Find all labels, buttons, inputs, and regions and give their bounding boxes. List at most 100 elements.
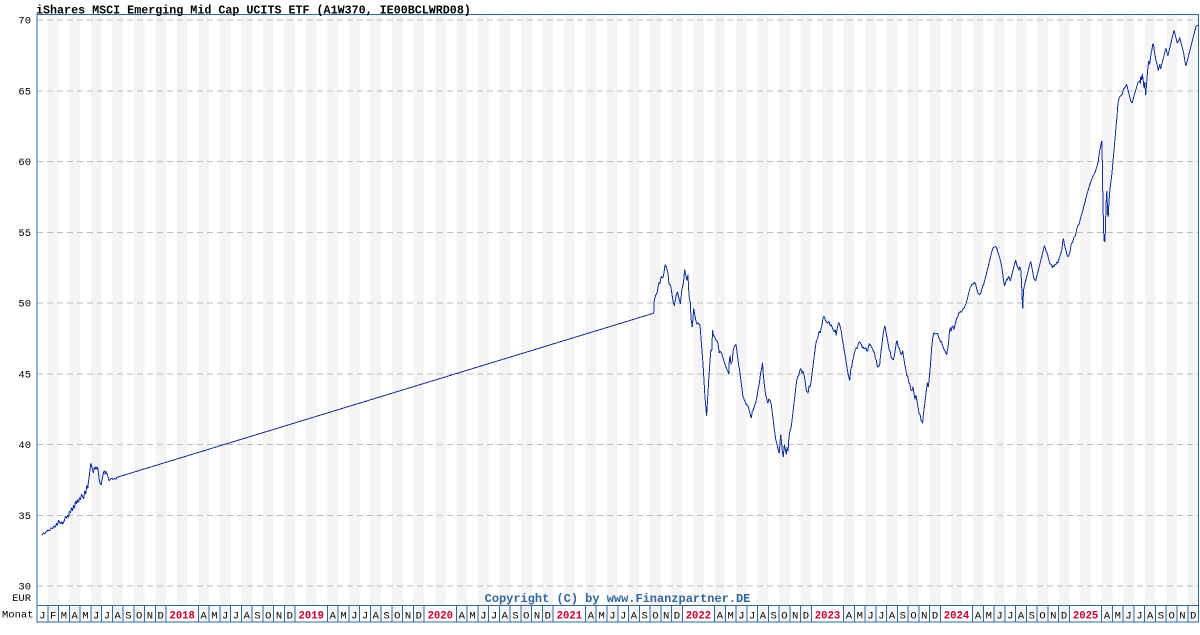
- svg-text:65: 65: [18, 87, 31, 99]
- svg-text:J: J: [222, 610, 228, 622]
- svg-text:N: N: [147, 610, 153, 622]
- svg-text:2024: 2024: [944, 610, 970, 622]
- svg-text:N: N: [663, 610, 669, 622]
- svg-text:2022: 2022: [686, 610, 711, 622]
- svg-text:D: D: [416, 610, 422, 622]
- svg-text:A: A: [244, 610, 251, 622]
- svg-text:N: N: [1179, 610, 1185, 622]
- svg-text:S: S: [1029, 610, 1035, 622]
- svg-text:D: D: [1190, 610, 1196, 622]
- svg-text:A: A: [71, 610, 78, 622]
- svg-text:S: S: [383, 610, 389, 622]
- svg-text:S: S: [125, 610, 131, 622]
- svg-text:A: A: [201, 610, 208, 622]
- svg-text:Monat: Monat: [2, 609, 34, 621]
- svg-text:A: A: [846, 610, 853, 622]
- svg-text:35: 35: [18, 511, 31, 523]
- svg-text:EUR: EUR: [12, 593, 32, 605]
- svg-text:J: J: [104, 610, 110, 622]
- svg-text:O: O: [1168, 610, 1174, 622]
- svg-text:A: A: [115, 610, 122, 622]
- svg-text:2025: 2025: [1073, 610, 1098, 622]
- svg-text:D: D: [545, 610, 551, 622]
- svg-text:S: S: [1158, 610, 1164, 622]
- svg-text:A: A: [373, 610, 380, 622]
- svg-text:N: N: [1050, 610, 1056, 622]
- svg-text:A: A: [502, 610, 509, 622]
- svg-text:J: J: [620, 610, 626, 622]
- svg-text:A: A: [588, 610, 595, 622]
- svg-text:S: S: [641, 610, 647, 622]
- svg-text:O: O: [781, 610, 787, 622]
- svg-text:70: 70: [18, 16, 31, 28]
- svg-text:M: M: [61, 610, 67, 622]
- svg-text:50: 50: [18, 299, 31, 311]
- svg-text:J: J: [878, 610, 884, 622]
- svg-text:O: O: [1039, 610, 1045, 622]
- svg-text:N: N: [276, 610, 282, 622]
- svg-text:A: A: [1018, 610, 1025, 622]
- svg-text:D: D: [803, 610, 809, 622]
- svg-text:A: A: [330, 610, 337, 622]
- svg-text:A: A: [717, 610, 724, 622]
- svg-text:N: N: [405, 610, 411, 622]
- svg-text:D: D: [932, 610, 938, 622]
- svg-text:2018: 2018: [169, 610, 194, 622]
- svg-text:N: N: [534, 610, 540, 622]
- svg-text:Copyright (C) by www.Finanzpar: Copyright (C) by www.Finanzpartner.DE: [485, 592, 751, 606]
- svg-text:A: A: [760, 610, 767, 622]
- svg-text:55: 55: [18, 228, 31, 240]
- svg-text:A: A: [975, 610, 982, 622]
- svg-text:M: M: [211, 610, 217, 622]
- svg-text:M: M: [340, 610, 346, 622]
- svg-text:J: J: [609, 610, 615, 622]
- svg-text:M: M: [1115, 610, 1121, 622]
- svg-text:O: O: [652, 610, 658, 622]
- svg-text:J: J: [1136, 610, 1142, 622]
- svg-text:D: D: [158, 610, 164, 622]
- svg-text:J: J: [93, 610, 99, 622]
- svg-text:J: J: [351, 610, 357, 622]
- svg-text:A: A: [459, 610, 466, 622]
- svg-text:M: M: [82, 610, 88, 622]
- svg-text:J: J: [480, 610, 486, 622]
- svg-text:2023: 2023: [815, 610, 840, 622]
- svg-text:F: F: [50, 610, 56, 622]
- svg-text:40: 40: [18, 440, 31, 452]
- svg-text:30: 30: [18, 582, 31, 594]
- svg-text:2019: 2019: [299, 610, 324, 622]
- svg-text:45: 45: [18, 369, 31, 381]
- svg-text:O: O: [523, 610, 529, 622]
- svg-text:A: A: [631, 610, 638, 622]
- svg-text:M: M: [469, 610, 475, 622]
- svg-text:D: D: [1061, 610, 1067, 622]
- svg-text:S: S: [512, 610, 518, 622]
- svg-text:A: A: [889, 610, 896, 622]
- svg-text:N: N: [792, 610, 798, 622]
- svg-text:O: O: [394, 610, 400, 622]
- svg-text:M: M: [986, 610, 992, 622]
- svg-text:2021: 2021: [557, 610, 582, 622]
- svg-text:J: J: [1125, 610, 1131, 622]
- svg-text:O: O: [136, 610, 142, 622]
- svg-text:A: A: [1147, 610, 1154, 622]
- svg-text:J: J: [867, 610, 873, 622]
- svg-text:60: 60: [18, 157, 31, 169]
- svg-text:J: J: [738, 610, 744, 622]
- svg-text:S: S: [771, 610, 777, 622]
- svg-text:M: M: [598, 610, 604, 622]
- svg-text:J: J: [362, 610, 368, 622]
- svg-text:iShares MSCI Emerging Mid Cap: iShares MSCI Emerging Mid Cap UCITS ETF …: [36, 4, 471, 18]
- svg-text:2020: 2020: [428, 610, 453, 622]
- svg-text:J: J: [996, 610, 1002, 622]
- svg-text:M: M: [857, 610, 863, 622]
- svg-text:J: J: [749, 610, 755, 622]
- svg-text:J: J: [1007, 610, 1013, 622]
- svg-text:O: O: [910, 610, 916, 622]
- svg-text:A: A: [1104, 610, 1111, 622]
- svg-text:M: M: [728, 610, 734, 622]
- svg-text:S: S: [900, 610, 906, 622]
- svg-text:J: J: [39, 610, 45, 622]
- svg-text:D: D: [674, 610, 680, 622]
- svg-text:J: J: [233, 610, 239, 622]
